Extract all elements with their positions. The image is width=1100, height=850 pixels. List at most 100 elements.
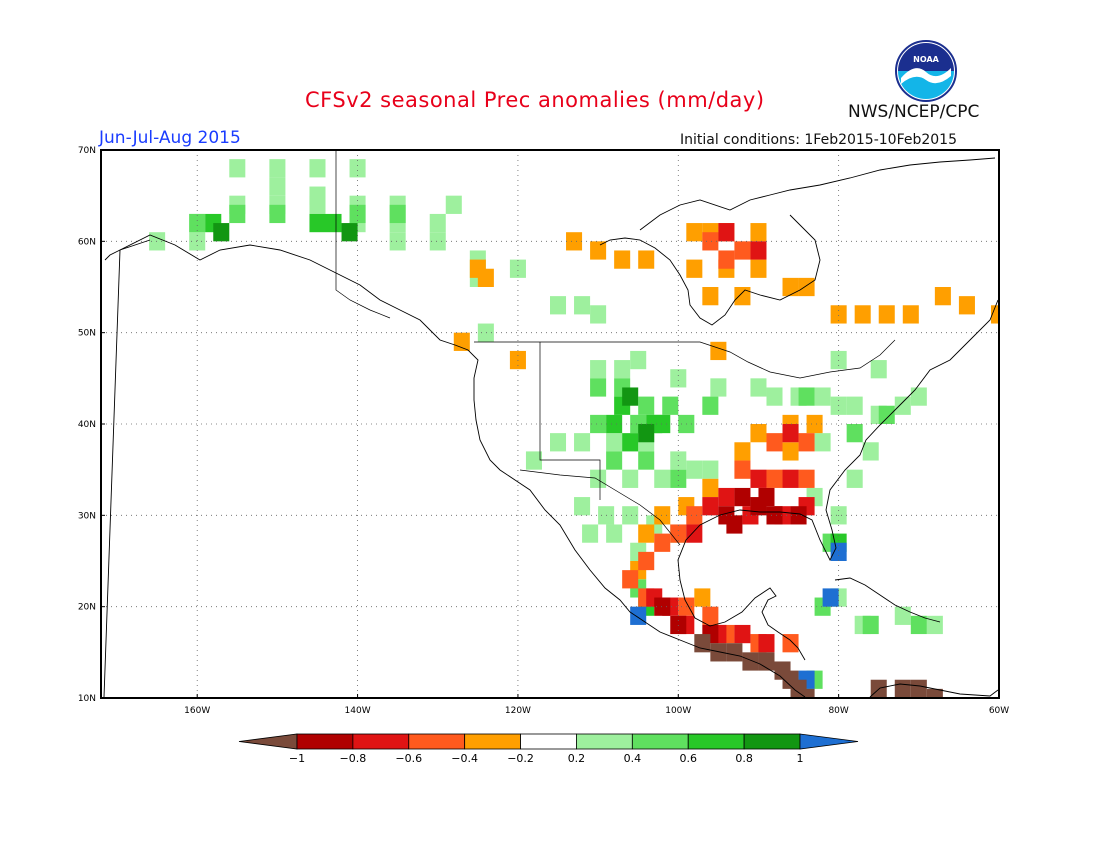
anomaly-cell-light-green: [606, 433, 623, 452]
anomaly-cell-dark-red: [654, 597, 671, 616]
legend-swatch: [408, 733, 466, 750]
us-mexico-border: [519, 469, 681, 546]
anomaly-cell-green: [269, 204, 286, 224]
longitude-tick-label: 100W: [665, 706, 691, 716]
anomaly-cell-green: [862, 615, 879, 635]
anomaly-cell-orange: [806, 414, 823, 434]
anomaly-cell-light-green: [846, 469, 863, 488]
anomaly-cell-light-green: [766, 387, 783, 406]
anomaly-cell-dark-red: [734, 487, 751, 507]
noaa-logo-icon: NOAA: [895, 40, 957, 102]
anomaly-cell-orange: [638, 524, 655, 543]
anomaly-cell-green: [702, 396, 719, 415]
anomaly-cell-orange: [686, 223, 703, 242]
anomaly-cell-red-orange: [702, 606, 719, 625]
legend-label: 0.6: [679, 752, 697, 765]
anomaly-cell-mid-green: [606, 414, 623, 434]
caribbean-islands: [834, 577, 941, 623]
anomaly-cell-red-orange: [782, 634, 799, 653]
legend-swatch: [520, 733, 577, 750]
anomaly-cell-orange: [854, 305, 871, 324]
anomaly-cell-blue: [830, 542, 847, 561]
anomaly-cell-red: [750, 469, 767, 488]
anomaly-cell-orange: [798, 277, 815, 297]
canadian-islands: [639, 157, 996, 231]
anomaly-cell-light-green: [525, 451, 542, 470]
anomaly-cell-dark-green: [622, 387, 639, 406]
anomaly-cell-orange: [654, 506, 671, 525]
legend-swatch: [687, 733, 745, 750]
anomaly-cell-green: [910, 615, 927, 635]
longitude-labels: 160W 140W 120W 100W 80W 60W: [184, 694, 1009, 716]
legend-label: 1: [797, 752, 804, 765]
anomaly-cell-brown: [742, 652, 759, 671]
anomaly-cell-light-green: [229, 159, 246, 178]
anomaly-cell-orange: [477, 268, 494, 287]
longitude-tick-label: 60W: [989, 706, 1009, 716]
anomaly-cell-green: [229, 204, 246, 224]
latitude-labels: 10N 20N 30N 40N 50N 60N 70N: [78, 146, 105, 704]
anomaly-cell-light-green: [894, 396, 911, 415]
anomaly-cell-brown: [910, 679, 927, 698]
anomaly-cell-red: [718, 223, 735, 242]
anomaly-cell-dark-green: [341, 223, 358, 242]
anomaly-cell-light-green: [477, 323, 494, 342]
anomaly-cell-light-green: [149, 232, 166, 251]
anomaly-cell-dark-red: [670, 615, 687, 635]
anomaly-cell-red-orange: [766, 433, 783, 452]
us-canada-border: [474, 339, 896, 379]
anomaly-cell-mid-green: [309, 213, 326, 233]
anomaly-cell-light-green: [630, 350, 647, 370]
longitude-tick-label: 140W: [345, 706, 371, 716]
anomaly-cell-orange: [702, 287, 719, 306]
anomaly-cell-light-green: [574, 433, 591, 452]
anomaly-cell-orange: [638, 250, 655, 269]
anomaly-cell-red: [782, 424, 799, 443]
anomaly-cell-orange: [702, 478, 719, 498]
anomaly-cell-green: [389, 204, 406, 224]
legend-swatch: [464, 733, 521, 750]
anomaly-cell-orange: [782, 442, 799, 461]
anomaly-cell-orange: [902, 305, 919, 324]
anomaly-cell-red-orange: [798, 469, 815, 488]
latitude-tick-label: 20N: [78, 603, 96, 613]
anomaly-cell-red-orange: [670, 524, 687, 543]
anomaly-cell-light-green: [509, 259, 526, 278]
latitude-tick-label: 10N: [78, 694, 96, 704]
legend-swatch: [576, 733, 633, 750]
longitude-tick-label: 160W: [184, 706, 210, 716]
anomaly-cell-light-green: [606, 524, 623, 543]
legend-swatch: [238, 733, 298, 750]
anomaly-cell-orange: [590, 241, 607, 260]
anomaly-cell-red: [686, 524, 703, 543]
legend-label: −0.4: [451, 752, 478, 765]
legend-swatch: [799, 733, 859, 750]
anomaly-cell-blue: [630, 606, 647, 625]
legend-swatch: [296, 733, 354, 750]
anomaly-cell-green: [662, 396, 679, 415]
anomaly-cell-orange: [734, 442, 751, 461]
anomaly-cell-red: [718, 487, 735, 507]
anomaly-cell-light-green: [445, 195, 462, 214]
anomaly-cell-orange: [710, 341, 727, 361]
anomaly-cell-red-orange: [686, 506, 703, 525]
anomaly-cell-light-green: [309, 159, 326, 178]
anomaly-cell-orange: [453, 332, 470, 351]
legend-label: −0.2: [507, 752, 534, 765]
anomaly-cell-green: [189, 213, 206, 233]
anomaly-cell-red-orange: [638, 551, 655, 571]
anomaly-cell-light-green: [349, 159, 366, 178]
anomaly-cell-orange: [750, 259, 767, 278]
anomaly-cell-dark-red: [790, 506, 807, 525]
anomaly-cell-dark-green: [213, 223, 230, 242]
legend-label: 0.4: [624, 752, 642, 765]
anomaly-cell-light-green: [582, 524, 599, 543]
anomaly-cell-mid-green: [654, 414, 671, 434]
latitude-tick-label: 70N: [78, 146, 96, 156]
anomaly-cell-light-green: [702, 460, 719, 479]
anomaly-cell-light-green: [670, 369, 687, 388]
legend-label: −0.8: [340, 752, 367, 765]
anomaly-cell-light-green: [429, 232, 446, 251]
aleutian-islands: [104, 239, 151, 261]
anomaly-cell-red: [702, 497, 719, 516]
